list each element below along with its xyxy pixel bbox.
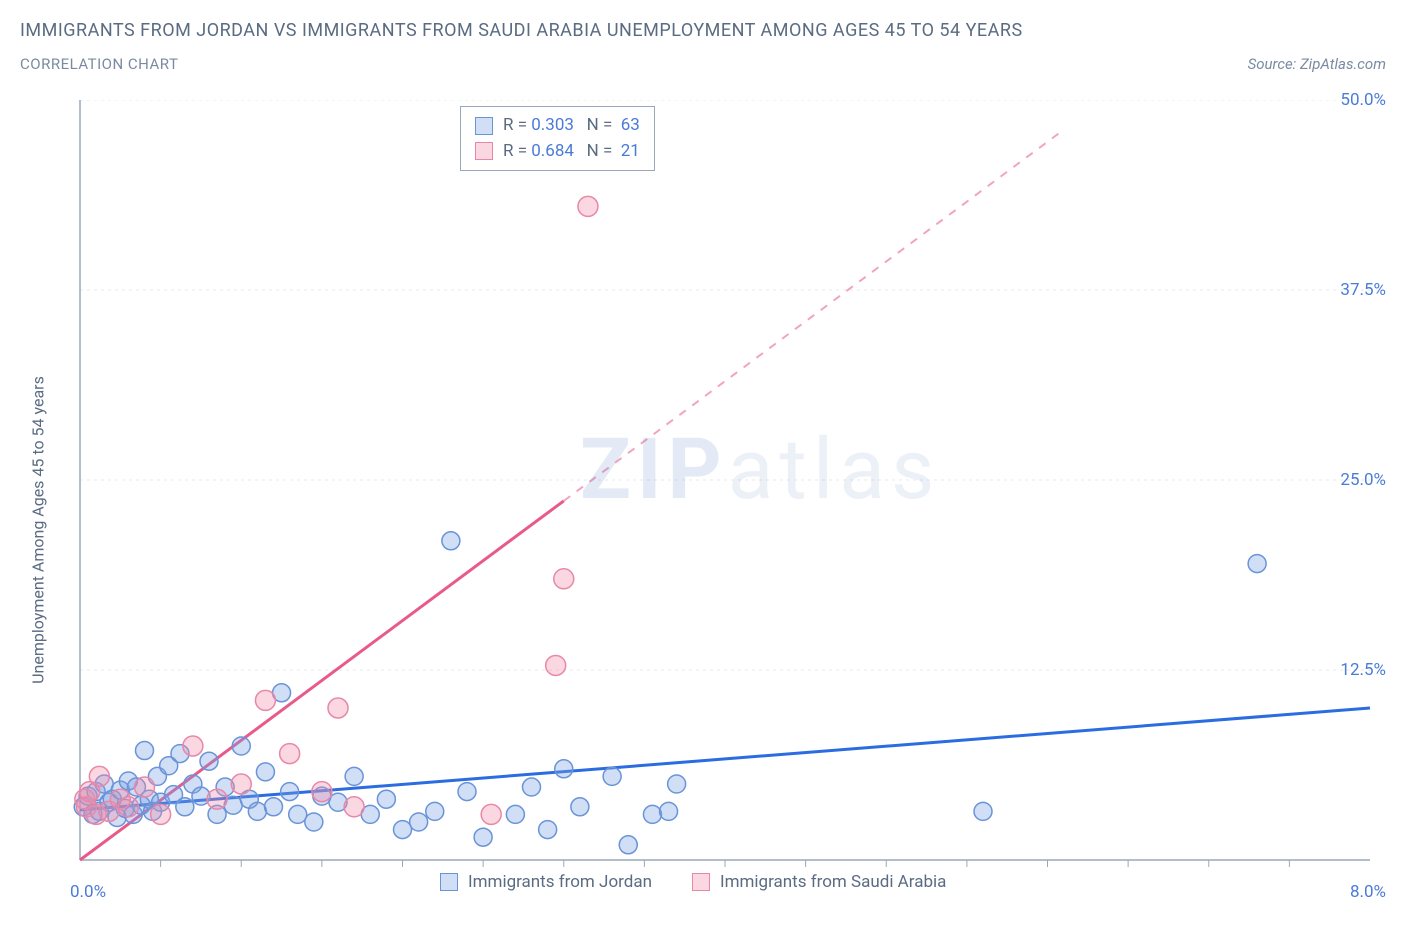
page-title: IMMIGRANTS FROM JORDAN VS IMMIGRANTS FRO… xyxy=(20,18,1386,43)
y-tick-label: 25.0% xyxy=(1340,470,1386,490)
page-subtitle: CORRELATION CHART xyxy=(20,55,178,73)
y-tick-label: 37.5% xyxy=(1340,280,1386,300)
legend-label: Immigrants from Saudi Arabia xyxy=(720,872,946,892)
y-tick-label: 50.0% xyxy=(1340,90,1386,110)
title-block: IMMIGRANTS FROM JORDAN VS IMMIGRANTS FRO… xyxy=(0,0,1406,73)
legend-item: Immigrants from Saudi Arabia xyxy=(692,872,946,892)
x-tick-label-max: 8.0% xyxy=(1350,882,1386,902)
correlation-legend-box: R = 0.303 N = 63R = 0.684 N = 21 xyxy=(460,106,655,171)
correlation-row: R = 0.303 N = 63 xyxy=(475,113,640,139)
chart-svg xyxy=(20,100,1386,920)
x-tick-label-min: 0.0% xyxy=(70,882,106,902)
source-attribution: Source: ZipAtlas.com xyxy=(1248,55,1386,73)
y-tick-label: 12.5% xyxy=(1340,660,1386,680)
y-axis-title: Unemployment Among Ages 45 to 54 years xyxy=(29,376,48,684)
legend-label: Immigrants from Jordan xyxy=(468,872,652,892)
correlation-text: R = 0.684 N = 21 xyxy=(503,139,640,165)
legend-item: Immigrants from Jordan xyxy=(440,872,652,892)
subtitle-row: CORRELATION CHART Source: ZipAtlas.com xyxy=(20,55,1386,73)
correlation-chart: Unemployment Among Ages 45 to 54 years Z… xyxy=(20,100,1386,920)
legend-bottom: Immigrants from Jordan Immigrants from Sa… xyxy=(440,872,946,892)
series-swatch xyxy=(692,873,710,891)
correlation-row: R = 0.684 N = 21 xyxy=(475,139,640,165)
series-swatch xyxy=(440,873,458,891)
series-swatch xyxy=(475,142,493,160)
correlation-text: R = 0.303 N = 63 xyxy=(503,113,640,139)
series-swatch xyxy=(475,117,493,135)
